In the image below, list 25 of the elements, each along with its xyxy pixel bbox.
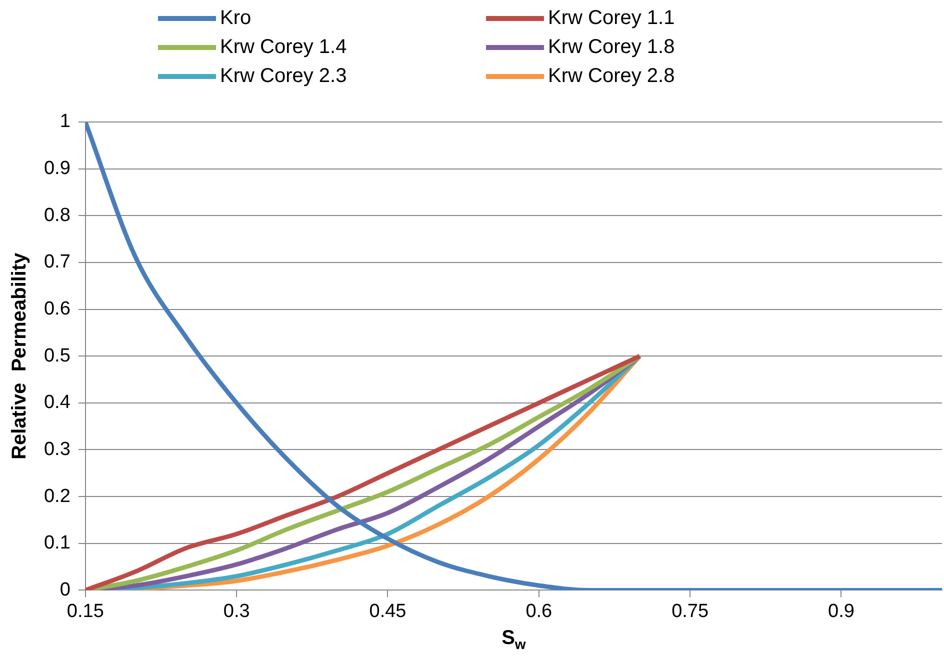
y-tick-label: 0.9 [44, 158, 70, 180]
x-tick-label: 0.15 [66, 600, 104, 622]
y-tick-label: 0.5 [44, 345, 70, 366]
x-tick-label: 0.45 [369, 600, 406, 622]
legend-label: Krw Corey 1.1 [548, 6, 675, 30]
legend-label: Krw Corey 1.4 [220, 36, 347, 59]
line-series [85, 354, 642, 590]
x-tick-label: 0.3 [223, 600, 250, 622]
y-tick-label: 0.4 [44, 392, 71, 414]
x-tick-label: 0.75 [672, 600, 709, 622]
y-axis-title: Relative Permeability [8, 252, 31, 460]
y-tick-label: 0.3 [44, 438, 70, 460]
y-tick-label: 0.2 [44, 486, 70, 507]
legend-label: Krw Corey 2.8 [548, 65, 675, 88]
y-tick-label: 0 [60, 579, 70, 600]
x-tick-label: 0.6 [526, 600, 552, 622]
y-tick-label: 1 [60, 111, 70, 132]
x-tick-label: 0.9 [828, 600, 854, 622]
legend-label: Krw Corey 1.8 [548, 36, 675, 59]
y-tick-label: 0.7 [44, 252, 70, 273]
y-tick-label: 0.6 [44, 298, 70, 320]
legend-label: Krw Corey 2.3 [220, 65, 347, 88]
y-tick-label: 0.8 [44, 204, 70, 226]
y-tick-label: 0.1 [44, 532, 70, 554]
legend-label: Kro [220, 6, 252, 30]
